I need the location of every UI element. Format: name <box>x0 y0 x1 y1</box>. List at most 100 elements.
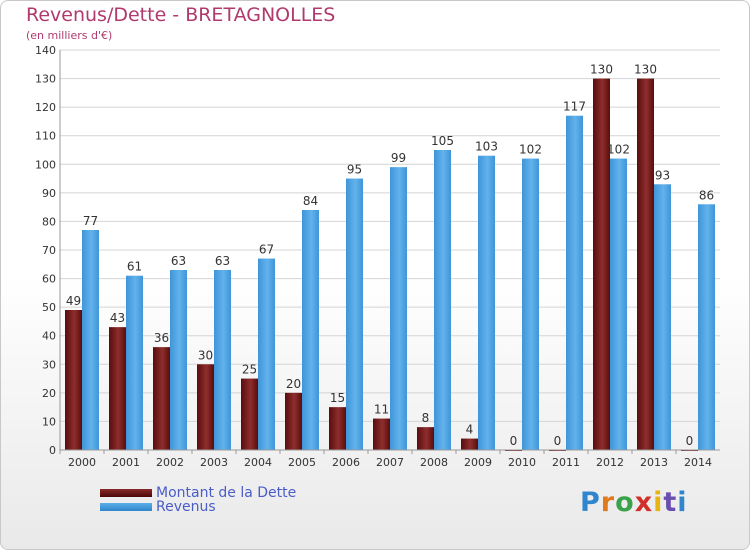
data-label-debt: 0 <box>554 434 562 448</box>
chart-subtitle: (en milliers d'€) <box>26 29 113 42</box>
data-label-revenue: 84 <box>303 194 318 208</box>
y-tick-label: 40 <box>42 330 56 343</box>
y-tick-label: 130 <box>35 73 56 86</box>
bar-revenue <box>170 270 187 450</box>
logo-letter: t <box>663 487 678 518</box>
data-label-debt: 4 <box>466 423 474 437</box>
data-label-debt: 20 <box>286 377 301 391</box>
y-tick-label: 100 <box>35 158 56 171</box>
bar-revenue <box>126 275 143 450</box>
chart-title: Revenus/Dette - BRETAGNOLLES <box>26 4 336 26</box>
x-tick-label: 2011 <box>552 456 580 469</box>
bar-revenue <box>434 150 451 450</box>
bar-debt <box>373 418 390 450</box>
data-label-revenue: 61 <box>127 260 142 274</box>
logo-letter: r <box>600 487 616 518</box>
data-label-debt: 0 <box>510 434 518 448</box>
x-tick-label: 2003 <box>200 456 228 469</box>
data-label-debt: 8 <box>422 411 430 425</box>
bar-revenue <box>214 270 231 450</box>
y-tick-label: 120 <box>35 101 56 114</box>
data-label-debt: 11 <box>374 403 389 417</box>
data-label-debt: 30 <box>198 348 213 362</box>
x-tick-label: 2001 <box>112 456 140 469</box>
data-label-revenue: 105 <box>431 134 454 148</box>
data-label-debt: 43 <box>110 311 125 325</box>
bar-revenue <box>522 158 539 451</box>
bar-debt <box>65 310 82 450</box>
bar-revenue <box>82 230 99 450</box>
bar-debt <box>241 378 258 450</box>
data-label-revenue: 103 <box>475 140 498 154</box>
y-tick-label: 20 <box>42 387 56 400</box>
y-tick-label: 140 <box>35 44 56 57</box>
data-label-revenue: 102 <box>519 143 542 157</box>
x-tick-label: 2014 <box>684 456 712 469</box>
x-tick-label: 2005 <box>288 456 316 469</box>
bar-revenue <box>258 258 275 450</box>
data-label-revenue: 102 <box>607 143 630 157</box>
y-tick-label: 70 <box>42 244 56 257</box>
legend-swatch-revenue <box>100 503 152 511</box>
logo-letter: i <box>653 487 664 518</box>
bar-debt <box>153 347 170 450</box>
data-label-debt: 36 <box>154 331 169 345</box>
legend-label-revenue: Revenus <box>156 499 216 515</box>
y-tick-label: 80 <box>42 215 56 228</box>
data-label-revenue: 95 <box>347 163 362 177</box>
data-label-revenue: 99 <box>391 151 406 165</box>
bar-debt <box>197 364 214 450</box>
bar-revenue <box>654 184 671 451</box>
data-label-debt: 15 <box>330 391 345 405</box>
data-label-revenue: 117 <box>563 100 586 114</box>
bar-revenue <box>302 210 319 450</box>
x-tick-label: 2002 <box>156 456 184 469</box>
y-tick-label: 50 <box>42 301 56 314</box>
legend-label-debt: Montant de la Dette <box>156 485 297 501</box>
bar-debt <box>461 438 478 450</box>
data-label-debt: 49 <box>66 294 81 308</box>
x-tick-label: 2008 <box>420 456 448 469</box>
bar-revenue <box>478 155 495 450</box>
data-label-debt: 130 <box>634 63 657 77</box>
legend-swatch-debt <box>100 489 152 497</box>
data-label-revenue: 63 <box>215 254 230 268</box>
x-tick-label: 2013 <box>640 456 668 469</box>
bar-debt <box>593 78 610 451</box>
y-tick-label: 0 <box>49 444 56 457</box>
x-tick-label: 2006 <box>332 456 360 469</box>
data-label-revenue: 93 <box>655 168 670 182</box>
y-tick-label: 30 <box>42 358 56 371</box>
bar-debt <box>329 407 346 450</box>
x-tick-label: 2009 <box>464 456 492 469</box>
logo-letter: x <box>634 487 654 518</box>
bar-debt <box>285 392 302 450</box>
x-tick-label: 2012 <box>596 456 624 469</box>
bar-revenue <box>346 178 363 451</box>
bar-debt <box>637 78 654 451</box>
data-label-debt: 0 <box>686 434 694 448</box>
data-label-revenue: 67 <box>259 243 274 257</box>
logo-letter: i <box>677 487 688 518</box>
x-tick-label: 2007 <box>376 456 404 469</box>
logo-letter: P <box>580 487 601 518</box>
x-tick-label: 2004 <box>244 456 272 469</box>
y-tick-label: 10 <box>42 415 56 428</box>
x-tick-label: 2010 <box>508 456 536 469</box>
y-tick-label: 110 <box>35 130 56 143</box>
data-label-revenue: 63 <box>171 254 186 268</box>
bar-debt <box>417 427 434 450</box>
proxiti-logo: Proxiti <box>580 487 688 518</box>
y-tick-label: 90 <box>42 187 56 200</box>
logo-letter: o <box>615 487 635 518</box>
data-label-revenue: 86 <box>699 188 714 202</box>
data-label-debt: 130 <box>590 63 613 77</box>
bar-revenue <box>566 115 583 450</box>
bar-revenue <box>610 158 627 451</box>
bar-revenue <box>390 167 407 450</box>
data-label-debt: 25 <box>242 363 257 377</box>
bar-debt <box>109 327 126 450</box>
data-label-revenue: 77 <box>83 214 98 228</box>
y-tick-label: 60 <box>42 273 56 286</box>
